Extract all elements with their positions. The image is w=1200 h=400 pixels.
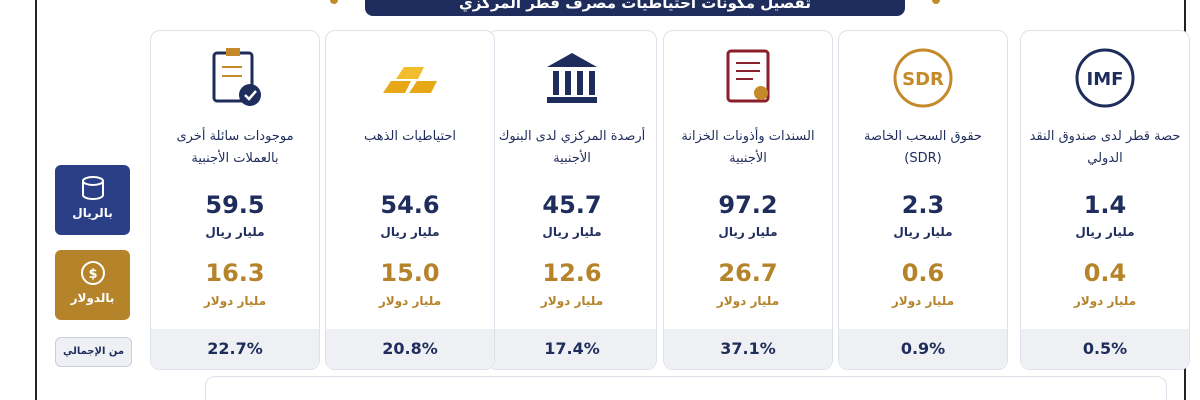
riyal-value: 1.4 — [1083, 191, 1127, 219]
footer-box — [205, 376, 1167, 400]
share-value: 17.4% — [488, 329, 656, 369]
riyal-unit: مليار ريال — [542, 225, 602, 239]
card: احتياطيات الذهب 54.6 مليار ريال 15.0 مليار د… — [325, 30, 495, 370]
dot — [330, 0, 338, 4]
riyal-value: 97.2 — [718, 191, 778, 219]
riyal-value: 59.5 — [205, 191, 265, 219]
icon-text: IMF — [1087, 69, 1124, 90]
dollar-value: 26.7 — [718, 259, 778, 287]
dollar-unit: مليار دولار — [1073, 294, 1137, 308]
card-label: السندات وأذونات الخزانة الأجنبية — [681, 129, 815, 166]
card-icon — [383, 67, 437, 93]
dollar-unit: مليار دولار — [716, 294, 780, 308]
card-label: أرصدة المركزي لدى البنوك الأجنبية — [498, 129, 646, 166]
card-icon — [212, 48, 261, 106]
card-label: حصة قطر لدى صندوق النقد الدولي — [1029, 129, 1181, 166]
card-icon — [547, 53, 597, 103]
riyal-value: 45.7 — [542, 191, 602, 219]
dollar-value: 0.4 — [1083, 259, 1127, 287]
dollar-value: 15.0 — [380, 259, 440, 287]
card: SDR حقوق السحب الخاصة (SDR) 2.3 مليار ريال 0… — [838, 30, 1008, 370]
dollar-unit: مليار دولار — [378, 294, 442, 308]
coins-icon — [81, 176, 104, 201]
icon-text: SDR — [902, 69, 944, 90]
dollar-label: بالدولار — [70, 291, 115, 305]
riyal-label: بالريال — [72, 206, 113, 220]
title: تفصيل مكونات احتياطيات مصرف قطر المركزي — [365, 0, 905, 16]
riyal-tag: بالريال — [55, 165, 130, 235]
dollar-unit: مليار دولار — [203, 294, 267, 308]
frame-edge — [35, 0, 37, 400]
share-value: 0.5% — [1021, 329, 1189, 369]
riyal-unit: مليار ريال — [380, 225, 440, 239]
dot — [932, 0, 940, 4]
share-tag: من الإجمالي — [55, 337, 132, 367]
svg-text:$: $ — [88, 267, 97, 282]
riyal-value: 2.3 — [901, 191, 945, 219]
card: موجودات سائلة أخرى بالعملات الأجنبية 59.5… — [150, 30, 320, 370]
dollar-value: 12.6 — [542, 259, 602, 287]
card: السندات وأذونات الخزانة الأجنبية 97.2 مليا… — [663, 30, 833, 370]
dollar-value: 0.6 — [901, 259, 945, 287]
card-label: موجودات سائلة أخرى بالعملات الأجنبية — [176, 129, 294, 166]
share-value: 0.9% — [839, 329, 1007, 369]
riyal-unit: مليار ريال — [893, 225, 953, 239]
riyal-value: 54.6 — [380, 191, 440, 219]
card-icon: IMF — [1075, 48, 1135, 108]
card-label: احتياطيات الذهب — [363, 129, 457, 144]
riyal-unit: مليار ريال — [718, 225, 778, 239]
share-value: 37.1% — [664, 329, 832, 369]
card-label: حقوق السحب الخاصة (SDR) — [864, 129, 982, 166]
dollar-icon: $ — [80, 261, 105, 285]
dollar-unit: مليار دولار — [540, 294, 604, 308]
dollar-unit: مليار دولار — [891, 294, 955, 308]
card: IMF حصة قطر لدى صندوق النقد الدولي 1.4 مليا… — [1020, 30, 1190, 370]
card-icon — [726, 49, 770, 103]
riyal-unit: مليار ريال — [205, 225, 265, 239]
riyal-unit: مليار ريال — [1075, 225, 1135, 239]
share-value: 22.7% — [151, 329, 319, 369]
dollar-value: 16.3 — [205, 259, 265, 287]
card-icon: SDR — [893, 48, 953, 108]
dollar-tag: $ بالدولار — [55, 250, 130, 320]
card: أرصدة المركزي لدى البنوك الأجنبية 45.7 ملي… — [487, 30, 657, 370]
share-value: 20.8% — [326, 329, 494, 369]
